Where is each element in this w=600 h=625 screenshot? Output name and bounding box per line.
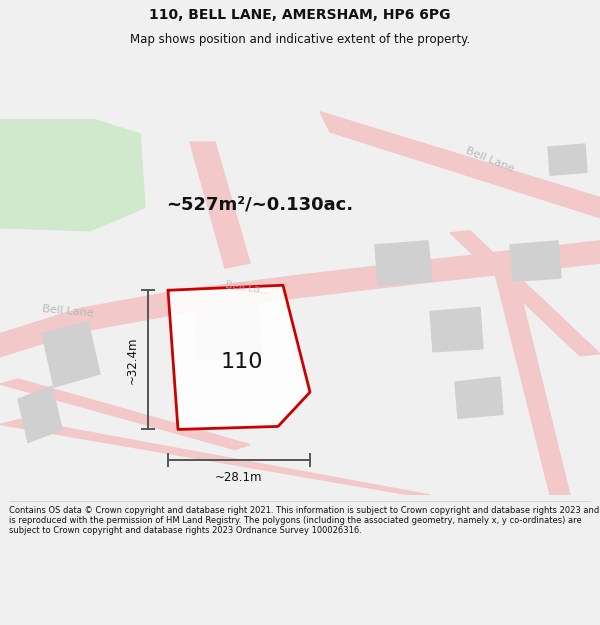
Text: 110, BELL LANE, AMERSHAM, HP6 6PG: 110, BELL LANE, AMERSHAM, HP6 6PG [149,8,451,22]
Text: Bell La...: Bell La... [225,280,271,296]
Text: Bell Lane: Bell Lane [42,304,94,319]
Polygon shape [510,241,561,281]
Polygon shape [320,112,600,218]
Text: Map shows position and indicative extent of the property.: Map shows position and indicative extent… [130,33,470,46]
Text: ~527m²/~0.130ac.: ~527m²/~0.130ac. [166,196,353,214]
Polygon shape [190,142,250,268]
Text: 110: 110 [221,352,263,372]
Text: ~28.1m: ~28.1m [215,471,263,484]
Polygon shape [0,120,145,231]
Polygon shape [168,285,310,429]
Polygon shape [18,386,62,442]
Text: ~32.4m: ~32.4m [125,336,139,384]
Polygon shape [42,321,100,387]
Polygon shape [195,306,262,360]
Polygon shape [548,144,587,175]
Polygon shape [375,241,432,285]
Polygon shape [490,251,570,495]
Text: Bell Lane: Bell Lane [464,146,515,174]
Polygon shape [0,419,430,495]
Polygon shape [450,231,600,356]
Text: Contains OS data © Crown copyright and database right 2021. This information is : Contains OS data © Crown copyright and d… [9,506,599,536]
Polygon shape [0,241,600,357]
Polygon shape [0,379,250,449]
Polygon shape [455,377,503,418]
Polygon shape [430,308,483,352]
